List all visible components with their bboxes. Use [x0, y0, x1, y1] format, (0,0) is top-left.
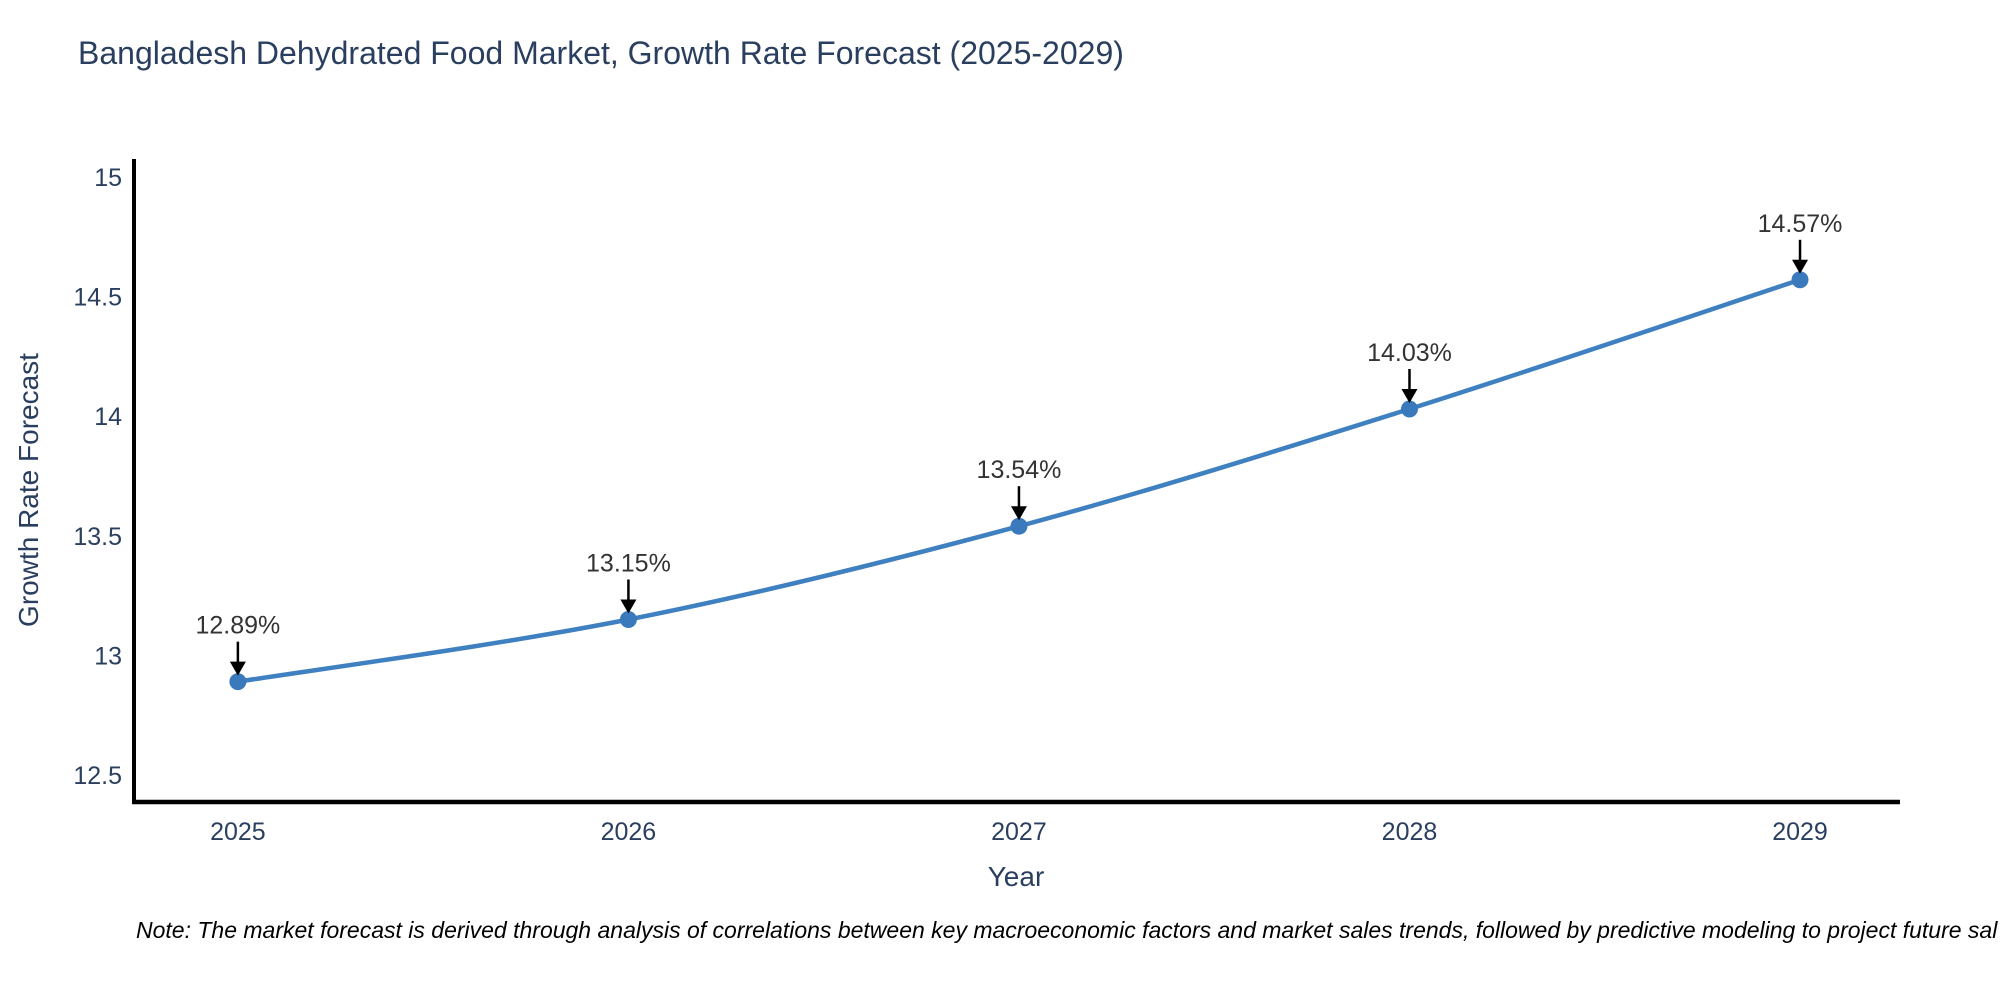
- annotation-arrowhead: [1401, 388, 1418, 403]
- x-tick-label: 2025: [210, 818, 266, 846]
- y-axis-ticks: 12.5 13 13.5 14 14.5 15: [73, 164, 122, 790]
- x-tick-label: 2026: [601, 818, 657, 846]
- data-point-marker[interactable]: [1791, 271, 1809, 289]
- data-point-marker[interactable]: [619, 610, 637, 628]
- y-tick-label: 13.5: [73, 523, 122, 551]
- y-axis-title: Growth Rate Forecast: [13, 353, 44, 627]
- y-tick-label: 15: [94, 164, 122, 192]
- chart-title: Bangladesh Dehydrated Food Market, Growt…: [78, 35, 1124, 71]
- y-tick-label: 14: [94, 403, 122, 431]
- data-point-label: 12.89%: [195, 612, 280, 640]
- x-axis-title: Year: [988, 861, 1045, 892]
- y-tick-label: 12.5: [73, 762, 122, 790]
- annotation-arrowhead: [1792, 259, 1809, 274]
- x-tick-label: 2029: [1772, 818, 1828, 846]
- chart-footnote: Note: The market forecast is derived thr…: [136, 917, 1998, 943]
- data-point-marker[interactable]: [1010, 517, 1028, 535]
- annotation-arrowhead: [229, 661, 246, 676]
- data-point-label: 13.54%: [977, 456, 1062, 484]
- x-tick-label: 2028: [1382, 818, 1438, 846]
- x-tick-label: 2027: [991, 818, 1047, 846]
- annotations-group: 12.89% 13.15% 13.54% 14.03% 14.57%: [195, 210, 1842, 676]
- series-group: [229, 271, 1809, 691]
- data-point-marker[interactable]: [229, 673, 247, 691]
- y-tick-label: 13: [94, 642, 122, 670]
- data-point-label: 14.03%: [1367, 339, 1452, 367]
- x-axis-ticks: 2025 2026 2027 2028 2029: [210, 818, 1828, 846]
- annotation-arrowhead: [1010, 506, 1027, 521]
- annotation-arrowhead: [620, 599, 637, 614]
- data-point-marker[interactable]: [1400, 400, 1418, 418]
- y-tick-label: 14.5: [73, 284, 122, 312]
- data-point-label: 14.57%: [1758, 210, 1843, 238]
- data-point-label: 13.15%: [586, 549, 671, 577]
